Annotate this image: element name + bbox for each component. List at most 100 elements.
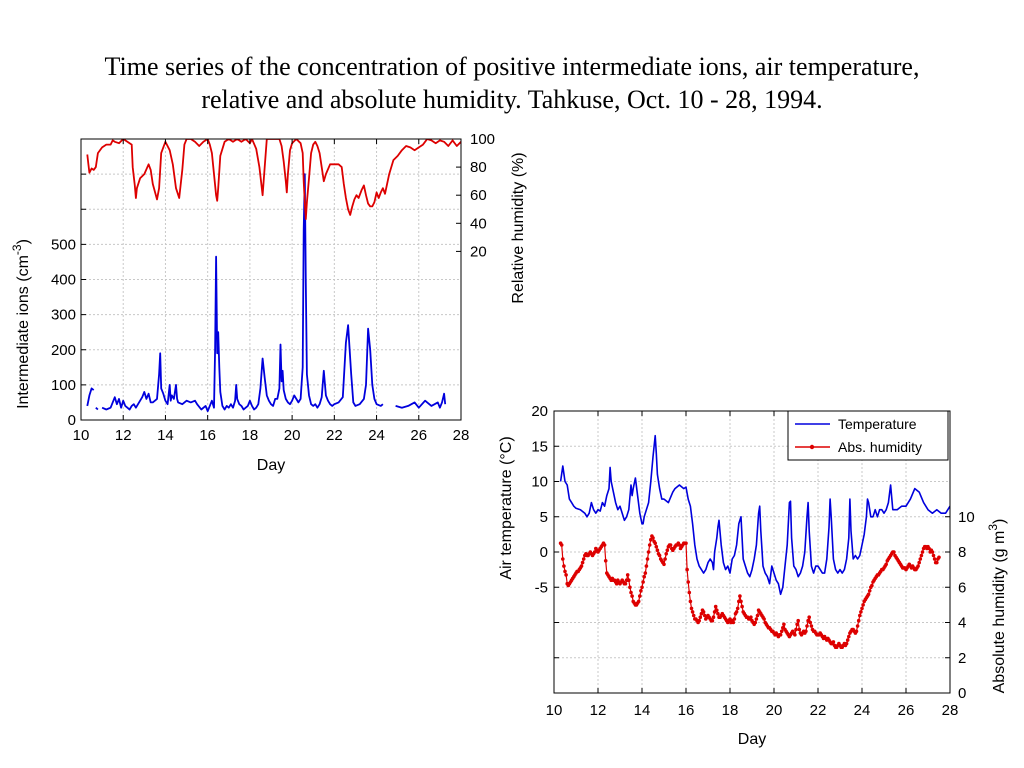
abs-humidity-point [668,543,673,547]
abs-humidity-point [804,629,808,634]
abs-humidity-point [646,550,651,554]
left-axis-title: Intermediate ions (cm-3) [10,239,32,409]
abs-humidity-point [884,562,888,567]
right-axis-title: Absolute humidity (g m3) [986,519,1008,694]
abs-humidity-point [732,617,737,621]
abs-humidity-point [559,543,564,547]
abs-humidity-point [809,624,814,628]
abs-humidity-point [738,594,742,598]
abs-humidity-point [561,557,565,561]
abs-humidity-point [642,574,646,579]
abs-humidity-point [716,611,720,616]
abs-humidity-point [687,590,692,595]
abs-humidity-point [579,564,584,568]
x-tick-label: 26 [898,702,915,719]
abs-humidity-point [711,615,716,619]
x-tick-label: 26 [410,427,427,444]
right-tick-label: 80 [470,159,487,176]
x-tick-label: 20 [284,427,301,444]
abs-humidity-point [665,548,670,552]
abs-humidity-point [625,573,630,577]
x-tick-label: 18 [722,702,739,719]
right-tick-label: 100 [470,131,495,148]
abs-humidity-point [861,603,865,607]
rh-series-line [86,139,461,221]
left-tick-label: 300 [51,307,76,324]
abs-humidity-point [854,629,859,634]
right-tick-label: 20 [470,243,487,260]
abs-humidity-series-line [560,535,940,648]
abs-humidity-point [653,541,657,545]
x-axis-title: Day [257,457,285,474]
abs-humidity-point [917,560,921,565]
abs-humidity-point [564,573,568,577]
abs-humidity-point [937,555,941,560]
x-tick-label: 24 [368,427,385,444]
right-tick-label: 10 [958,509,975,526]
abs-humidity-point [740,604,744,609]
abs-humidity-point [713,604,718,609]
left-tick-label: 15 [531,438,548,455]
abs-humidity-point [892,550,896,554]
abs-humidity-point [762,617,766,621]
abs-humidity-point [754,617,759,621]
abs-humidity-point [688,599,693,604]
abs-humidity-point [935,560,939,565]
abs-humidity-point [628,585,632,590]
left-tick-label: 0 [68,412,76,429]
left-tick-label: 500 [51,236,76,253]
abs-humidity-point [654,544,659,549]
left-tick-label: 5 [540,509,548,526]
abs-humidity-point [734,610,739,614]
legend-label: Abs. humidity [838,439,922,455]
ions-series-line [86,387,95,407]
ions-series-line [95,407,99,411]
abs-humidity-point [858,613,862,618]
x-tick-label: 28 [942,702,959,719]
abs-humidity-point [807,615,811,619]
legend-box [787,410,949,461]
abs-humidity-point [808,620,813,625]
abs-humidity-point [636,599,641,604]
abs-humidity-point [623,581,628,586]
abs-humidity-point [931,553,936,558]
abs-humidity-point [645,557,650,561]
abs-humidity-point [831,640,836,644]
legend-swatch-marker [809,444,815,450]
abs-humidity-point [860,606,864,611]
x-tick-label: 18 [242,427,259,444]
abs-humidity-point [602,543,607,547]
abs-humidity-point [627,578,631,582]
chart-legend: Temperature Abs. humidity [787,410,949,461]
abs-humidity-point [685,567,689,572]
abs-humidity-point [932,557,937,561]
abs-humidity-point [844,641,849,646]
left-tick-label: 400 [51,272,76,289]
abs-humidity-point [793,633,797,637]
abs-humidity-point [691,613,696,618]
abs-humidity-point [859,610,863,614]
left-tick-label: 100 [51,377,76,394]
slide-title-line-2: relative and absolute humidity. Tahkuse,… [201,85,823,114]
abs-humidity-point [796,618,800,623]
abs-humidity-point [749,615,753,619]
temperature-series-line [559,434,950,596]
ions-series-line [395,392,447,409]
abs-humidity-point [629,590,633,595]
abs-humidity-point [686,580,690,584]
abs-humidity-point [779,629,784,634]
abs-humidity-point [644,564,649,568]
right-tick-label: 60 [470,187,487,204]
abs-humidity-point [795,622,799,627]
abs-humidity-point [805,624,809,628]
x-tick-label: 28 [453,427,470,444]
abs-humidity-point [655,548,660,552]
x-tick-label: 16 [199,427,216,444]
right-axis-title: Relative humidity (%) [510,152,527,303]
x-tick-label: 14 [634,702,651,719]
abs-humidity-point [664,552,668,556]
abs-humidity-point [603,559,608,563]
right-tick-label: 40 [470,215,487,232]
abs-humidity-point [731,620,736,625]
